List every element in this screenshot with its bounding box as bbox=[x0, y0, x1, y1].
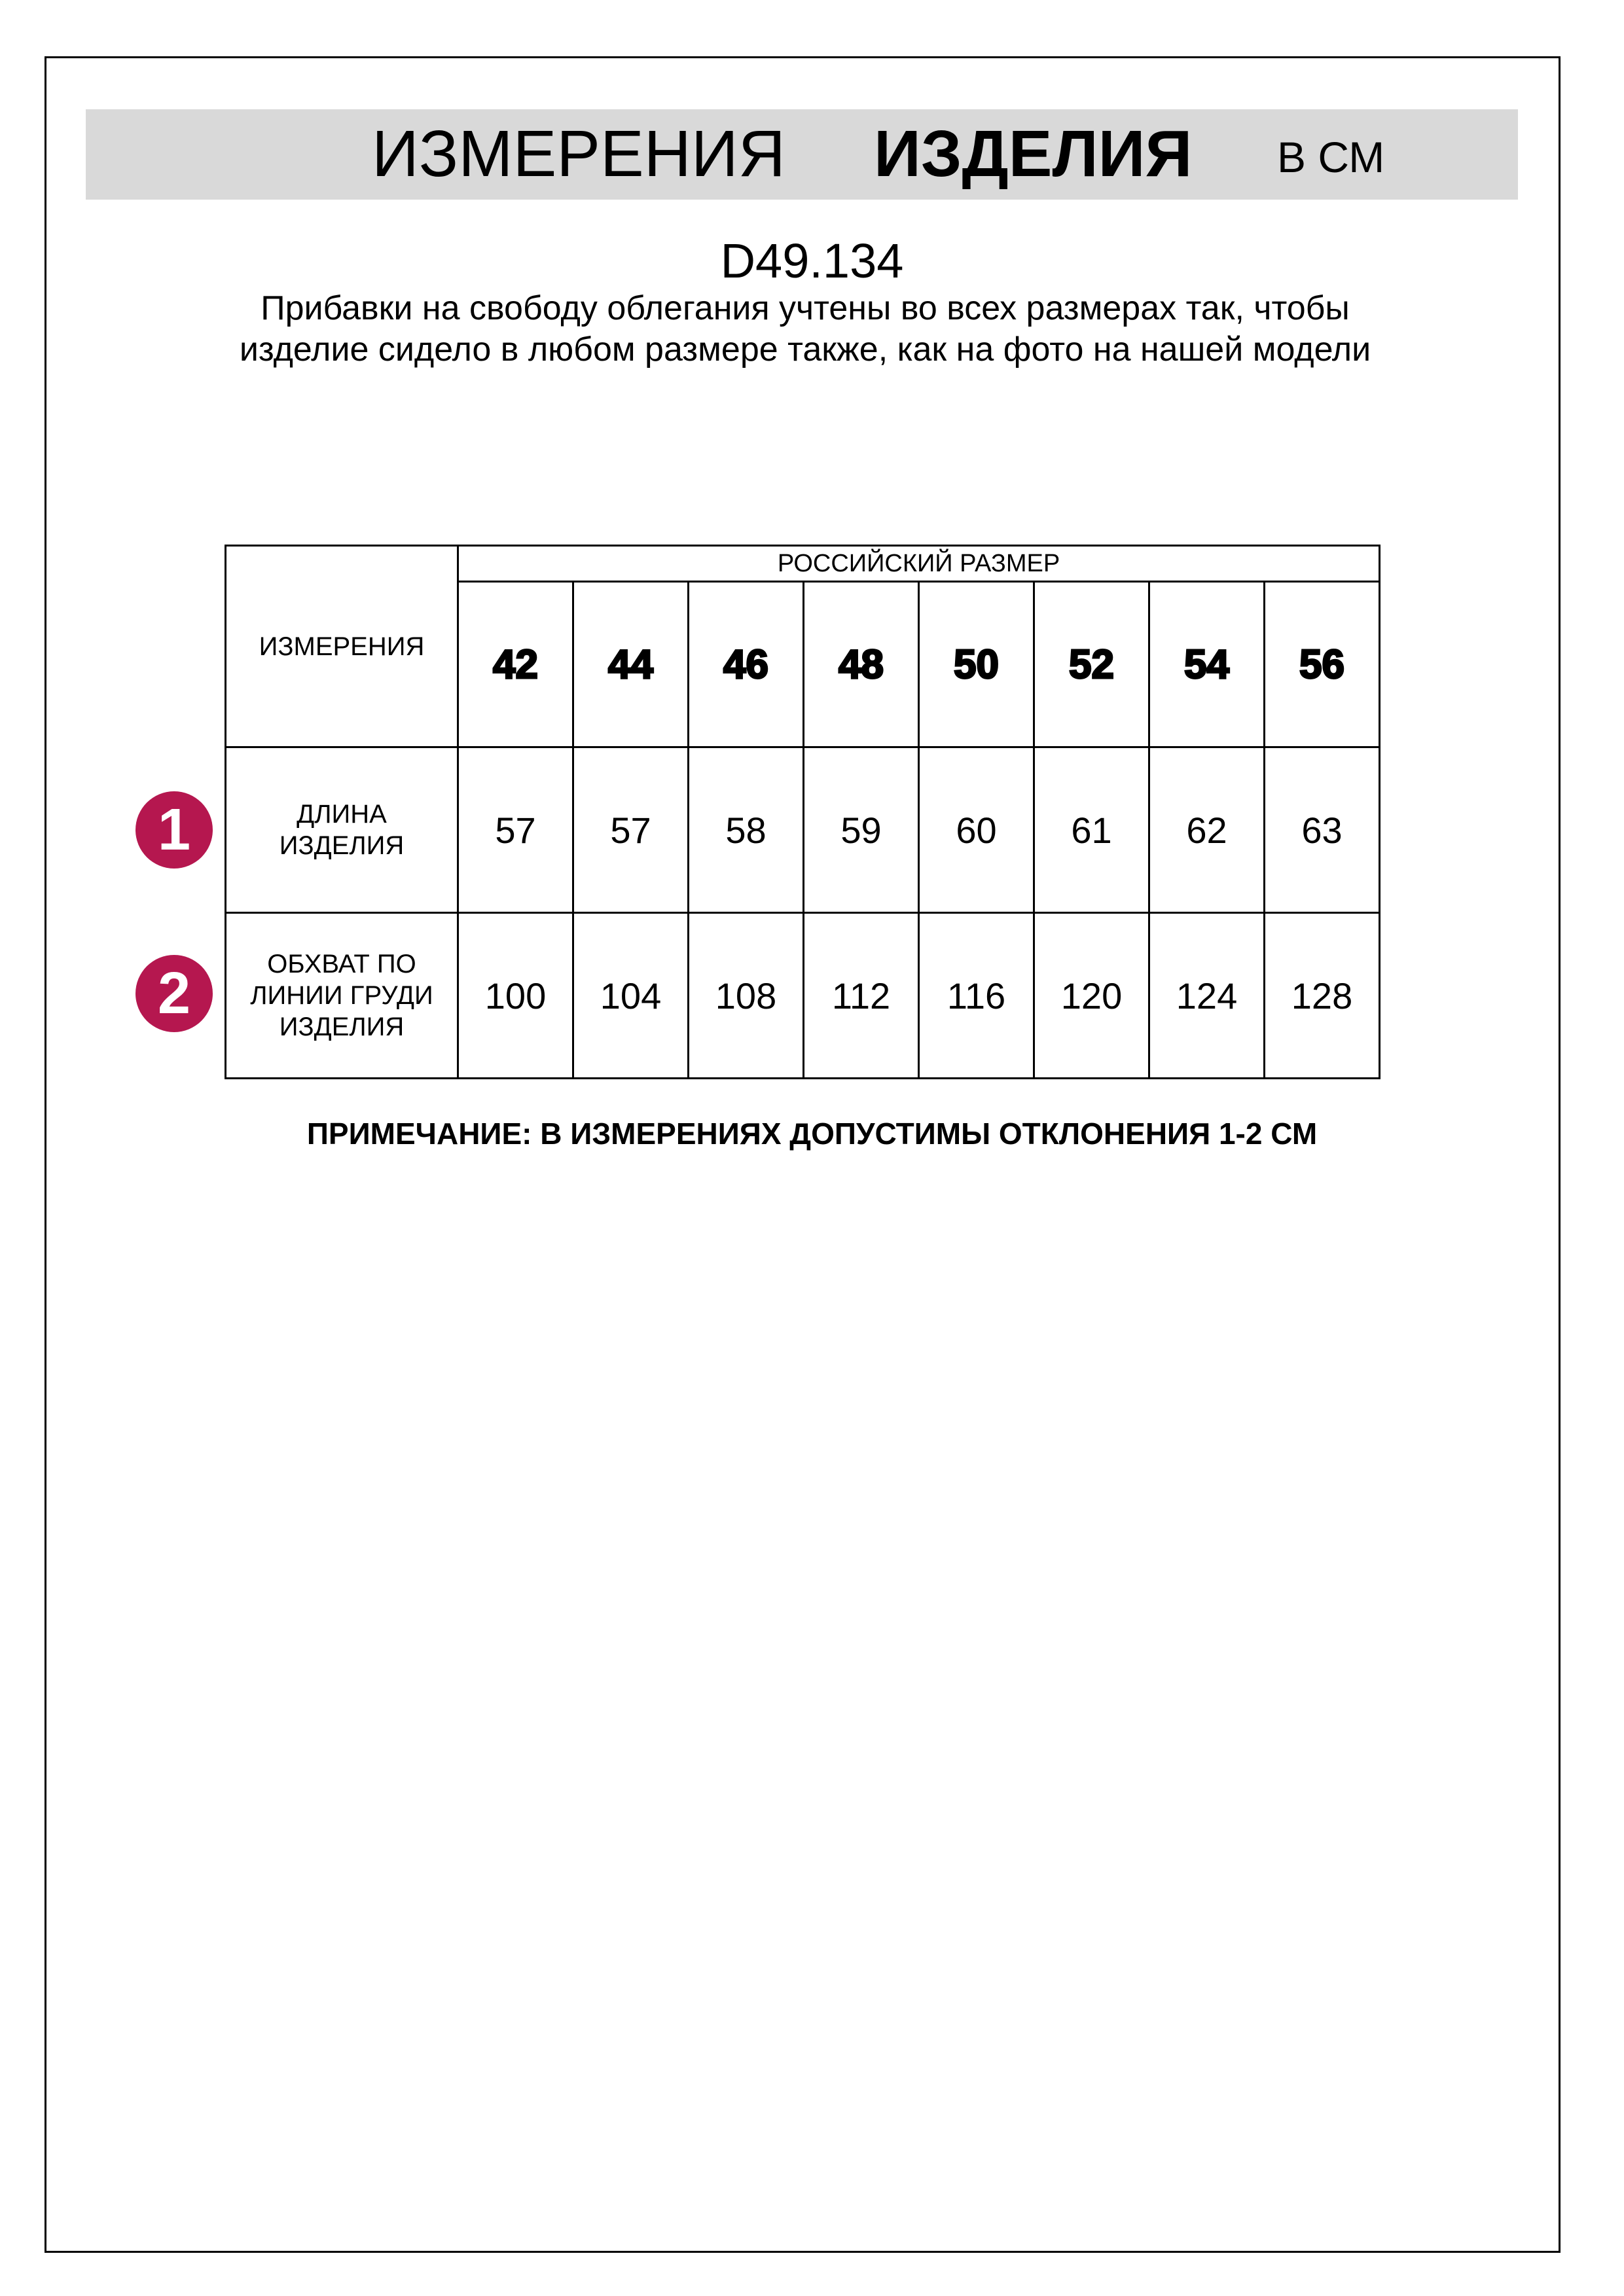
group-header: РОССИЙСКИЙ РАЗМЕР bbox=[457, 545, 1380, 583]
value-cell: 112 bbox=[803, 912, 920, 1079]
title-regular: ИЗМЕРЕНИЯ bbox=[372, 117, 785, 190]
marker-1-badge: 1 bbox=[135, 791, 213, 869]
size-header-row: 42 44 46 48 50 52 54 56 bbox=[226, 581, 1380, 748]
table-row: ОБХВАТ ПО ЛИНИИ ГРУДИ ИЗДЕЛИЯ 100 104 10… bbox=[225, 912, 1380, 1079]
size-table: ИЗМЕРЕНИЯ РОССИЙСКИЙ РАЗМЕР 42 44 46 48 … bbox=[225, 545, 1380, 1079]
value-cell: 58 bbox=[687, 746, 804, 914]
value-cell: 124 bbox=[1148, 912, 1265, 1079]
value-cell: 108 bbox=[687, 912, 804, 1079]
size-cell: 44 bbox=[572, 581, 689, 748]
value-cell: 61 bbox=[1033, 746, 1150, 914]
description: Прибавки на свободу облегания учтены во … bbox=[239, 289, 1371, 368]
value-cell: 57 bbox=[457, 746, 574, 914]
article-code: D49.134 bbox=[720, 234, 904, 288]
page-border bbox=[45, 56, 1561, 2253]
value-cell: 100 bbox=[457, 912, 574, 1079]
table-row: ДЛИНА ИЗДЕЛИЯ 57 57 58 59 60 61 62 63 bbox=[225, 746, 1380, 914]
size-cell: 46 bbox=[687, 581, 804, 748]
value-cell: 60 bbox=[918, 746, 1035, 914]
title-band bbox=[86, 109, 1518, 200]
size-cell: 56 bbox=[1263, 581, 1380, 748]
value-cell: 62 bbox=[1148, 746, 1265, 914]
value-cell: 104 bbox=[572, 912, 689, 1079]
size-cell: 48 bbox=[803, 581, 920, 748]
title-unit: В СМ bbox=[1277, 133, 1385, 181]
corner-label: ИЗМЕРЕНИЯ bbox=[225, 545, 459, 748]
value-cell: 57 bbox=[572, 746, 689, 914]
value-cell: 116 bbox=[918, 912, 1035, 1079]
row-label: ОБХВАТ ПО ЛИНИИ ГРУДИ ИЗДЕЛИЯ bbox=[225, 912, 459, 1079]
size-cell: 54 bbox=[1148, 581, 1265, 748]
value-cell: 120 bbox=[1033, 912, 1150, 1079]
value-cell: 128 bbox=[1263, 912, 1380, 1079]
size-cell: 50 bbox=[918, 581, 1035, 748]
row-label: ДЛИНА ИЗДЕЛИЯ bbox=[225, 746, 459, 914]
value-cell: 63 bbox=[1263, 746, 1380, 914]
marker-2-badge: 2 bbox=[135, 955, 213, 1032]
size-cell: 42 bbox=[457, 581, 574, 748]
note: ПРИМЕЧАНИЕ: В ИЗМЕРЕНИЯХ ДОПУСТИМЫ ОТКЛО… bbox=[306, 1117, 1318, 1151]
title-bold: ИЗДЕЛИЯ bbox=[874, 117, 1193, 190]
size-cell: 52 bbox=[1033, 581, 1150, 748]
value-cell: 59 bbox=[803, 746, 920, 914]
